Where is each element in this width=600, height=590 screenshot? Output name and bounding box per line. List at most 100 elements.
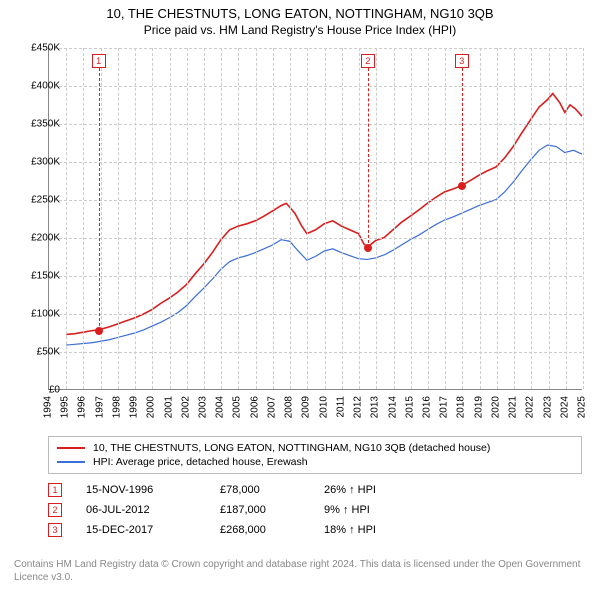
y-axis-label: £350K: [10, 119, 60, 130]
gridline-h: [49, 124, 582, 125]
x-axis-label: 1997: [94, 396, 105, 418]
gridline-v: [83, 48, 84, 389]
x-axis-label: 2013: [370, 396, 381, 418]
gridline-v: [238, 48, 239, 389]
y-axis-label: £50K: [10, 347, 60, 358]
x-axis-label: 1996: [77, 396, 88, 418]
legend-swatch: [57, 461, 85, 463]
gridline-v: [325, 48, 326, 389]
x-axis-label: 1994: [43, 396, 54, 418]
x-axis-label: 2021: [508, 396, 519, 418]
chart-subtitle: Price paid vs. HM Land Registry's House …: [0, 23, 600, 37]
x-axis-label: 2010: [318, 396, 329, 418]
sale-index-box: 1: [48, 483, 62, 497]
gridline-h: [49, 200, 582, 201]
gridline-v: [273, 48, 274, 389]
plot-area: 1 2 3: [48, 48, 582, 390]
gridline-v: [66, 48, 67, 389]
x-axis-label: 2016: [421, 396, 432, 418]
gridline-v: [549, 48, 550, 389]
gridline-v: [583, 48, 584, 389]
legend-swatch: [57, 447, 85, 449]
sale-date: 06-JUL-2012: [86, 504, 196, 516]
line-plot: [49, 48, 582, 389]
gridline-h: [49, 352, 582, 353]
y-axis-label: £0: [10, 385, 60, 396]
x-axis-label: 2001: [163, 396, 174, 418]
sale-marker-dot: [364, 244, 372, 252]
x-axis-label: 2002: [180, 396, 191, 418]
y-axis-label: £300K: [10, 157, 60, 168]
sale-price: £268,000: [220, 524, 300, 536]
x-axis-label: 2022: [525, 396, 536, 418]
gridline-v: [187, 48, 188, 389]
x-axis-label: 2020: [490, 396, 501, 418]
gridline-v: [118, 48, 119, 389]
gridline-h: [49, 314, 582, 315]
gridline-h: [49, 86, 582, 87]
gridline-v: [101, 48, 102, 389]
y-axis-label: £400K: [10, 81, 60, 92]
x-axis-label: 2009: [301, 396, 312, 418]
gridline-v: [376, 48, 377, 389]
x-axis-label: 2004: [215, 396, 226, 418]
x-axis-label: 2011: [335, 396, 346, 418]
x-axis-label: 2024: [559, 396, 570, 418]
x-axis-label: 1998: [111, 396, 122, 418]
gridline-v: [342, 48, 343, 389]
sale-price: £78,000: [220, 484, 300, 496]
legend-item: 10, THE CHESTNUTS, LONG EATON, NOTTINGHA…: [57, 441, 573, 455]
sale-marker-box: 3: [455, 54, 469, 68]
legend-label: HPI: Average price, detached house, Erew…: [93, 456, 308, 468]
sale-row: 2 06-JUL-2012 £187,000 9% ↑ HPI: [48, 500, 582, 520]
gridline-v: [566, 48, 567, 389]
gridline-h: [49, 48, 582, 49]
gridline-h: [49, 276, 582, 277]
gridline-v: [256, 48, 257, 389]
x-axis-label: 2006: [249, 396, 260, 418]
sale-marker-dot: [95, 327, 103, 335]
sale-index-box: 3: [48, 523, 62, 537]
legend-item: HPI: Average price, detached house, Erew…: [57, 455, 573, 469]
gridline-v: [497, 48, 498, 389]
x-axis-label: 2005: [232, 396, 243, 418]
gridline-v: [307, 48, 308, 389]
chart-container: { "title_line1": "10, THE CHESTNUTS, LON…: [0, 0, 600, 590]
sale-index-box: 2: [48, 503, 62, 517]
x-axis-label: 2012: [353, 396, 364, 418]
y-axis-label: £450K: [10, 43, 60, 54]
legend-label: 10, THE CHESTNUTS, LONG EATON, NOTTINGHA…: [93, 442, 490, 454]
y-axis-label: £150K: [10, 271, 60, 282]
sale-date: 15-DEC-2017: [86, 524, 196, 536]
gridline-v: [204, 48, 205, 389]
y-axis-label: £200K: [10, 233, 60, 244]
x-axis-label: 2019: [473, 396, 484, 418]
x-axis-label: 1995: [60, 396, 71, 418]
sale-marker-line: [99, 68, 100, 331]
sale-marker-box: 2: [361, 54, 375, 68]
sales-table: 115-NOV-1996£78,00026% ↑ HPI206-JUL-2012…: [48, 480, 582, 540]
legend: 10, THE CHESTNUTS, LONG EATON, NOTTINGHA…: [48, 436, 582, 474]
sale-marker-line: [368, 68, 369, 248]
sale-date: 15-NOV-1996: [86, 484, 196, 496]
gridline-h: [49, 162, 582, 163]
gridline-v: [135, 48, 136, 389]
gridline-v: [428, 48, 429, 389]
gridline-v: [221, 48, 222, 389]
gridline-v: [152, 48, 153, 389]
gridline-v: [531, 48, 532, 389]
x-axis-label: 2014: [387, 396, 398, 418]
y-axis-label: £250K: [10, 195, 60, 206]
sale-diff: 9% ↑ HPI: [324, 504, 582, 516]
x-axis-label: 2023: [542, 396, 553, 418]
gridline-v: [514, 48, 515, 389]
x-axis-label: 2000: [146, 396, 157, 418]
x-axis-label: 2003: [198, 396, 209, 418]
x-axis-label: 2017: [439, 396, 450, 418]
sale-marker-box: 1: [92, 54, 106, 68]
sale-diff: 18% ↑ HPI: [324, 524, 582, 536]
x-axis-label: 2025: [577, 396, 588, 418]
x-axis-label: 2007: [266, 396, 277, 418]
sale-price: £187,000: [220, 504, 300, 516]
x-axis-label: 2018: [456, 396, 467, 418]
